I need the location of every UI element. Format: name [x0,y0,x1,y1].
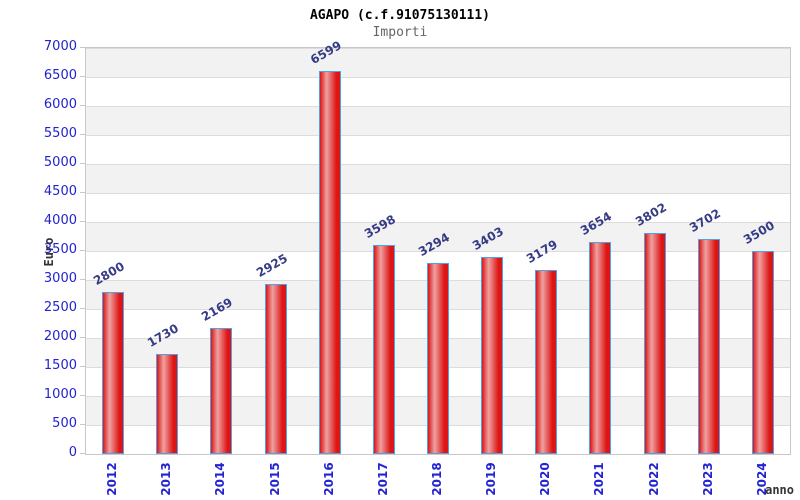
y-tick-label: 3000 [43,271,77,286]
bar-value-label: 3179 [524,237,560,266]
bar [752,251,774,454]
x-tick-label: 2012 [105,462,120,496]
plot-area: 2800 1730 2169 2925 6599 3598 3294 3403 3179 3654… [85,38,791,455]
y-tick-mark [80,250,85,251]
bar [319,71,341,454]
bar-value-label: 1730 [145,321,181,350]
bar [373,245,395,454]
y-tick-label: 6000 [43,97,77,112]
y-tick-label: 7000 [43,39,77,54]
chart-title: AGAPO (c.f.91075130111) [309,8,490,23]
y-tick-label: 1000 [43,387,77,402]
x-tick-label: 2022 [646,462,661,496]
y-tick-mark [80,134,85,135]
bar [210,328,232,454]
bar-value-label: 3403 [470,224,506,253]
y-tick-mark [80,47,85,48]
x-tick-label: 2020 [538,462,553,496]
y-tick-mark [80,76,85,77]
bar-value-label: 3500 [741,218,777,247]
bar [156,354,178,454]
x-tick-label: 2016 [321,462,336,496]
y-tick-mark [80,308,85,309]
y-tick-mark [80,366,85,367]
y-tick-mark [80,279,85,280]
y-tick-mark [80,163,85,164]
y-tick-label: 500 [52,416,77,431]
bar [427,263,449,454]
y-tick-mark [80,453,85,454]
bar [698,239,720,454]
bar-value-label: 3598 [362,212,398,241]
bar [589,242,611,454]
y-tick-mark [80,395,85,396]
bar-value-label: 3802 [633,200,669,229]
y-tick-label: 2500 [43,300,77,315]
x-tick-label: 2021 [592,462,607,496]
bar [535,270,557,454]
chart-subtitle: Importi [372,25,428,40]
bar-value-label: 3702 [687,206,723,235]
y-tick-label: 5000 [43,155,77,170]
x-axis-title: anno [765,483,794,497]
y-tick-mark [80,424,85,425]
y-tick-label: 0 [68,445,77,460]
y-tick-label: 3500 [43,242,77,257]
y-tick-label: 2000 [43,329,77,344]
bar-value-label: 2169 [199,295,235,324]
y-tick-mark [80,192,85,193]
y-tick-mark [80,337,85,338]
x-tick-label: 2013 [159,462,174,496]
y-tick-label: 6500 [43,68,77,83]
bar-value-label: 6599 [308,38,344,67]
bar [644,233,666,454]
bar-value-label: 3294 [416,230,452,259]
bar [265,284,287,454]
y-tick-label: 5500 [43,126,77,141]
x-tick-label: 2017 [375,462,390,496]
bar-value-label: 2800 [91,259,127,288]
x-tick-label: 2015 [267,462,282,496]
bar [481,257,503,454]
x-tick-label: 2024 [754,462,769,496]
bar [102,292,124,454]
bar-value-label: 2925 [254,251,290,280]
y-tick-label: 1500 [43,358,77,373]
x-tick-label: 2018 [430,462,444,496]
y-tick-mark [80,221,85,222]
x-tick-label: 2023 [700,462,715,496]
x-tick-label: 2019 [484,462,499,496]
y-tick-label: 4500 [43,184,77,199]
y-tick-label: 4000 [43,213,77,228]
y-tick-mark [80,105,85,106]
x-tick-label: 2014 [213,462,228,496]
bar-value-label: 3654 [578,209,614,238]
